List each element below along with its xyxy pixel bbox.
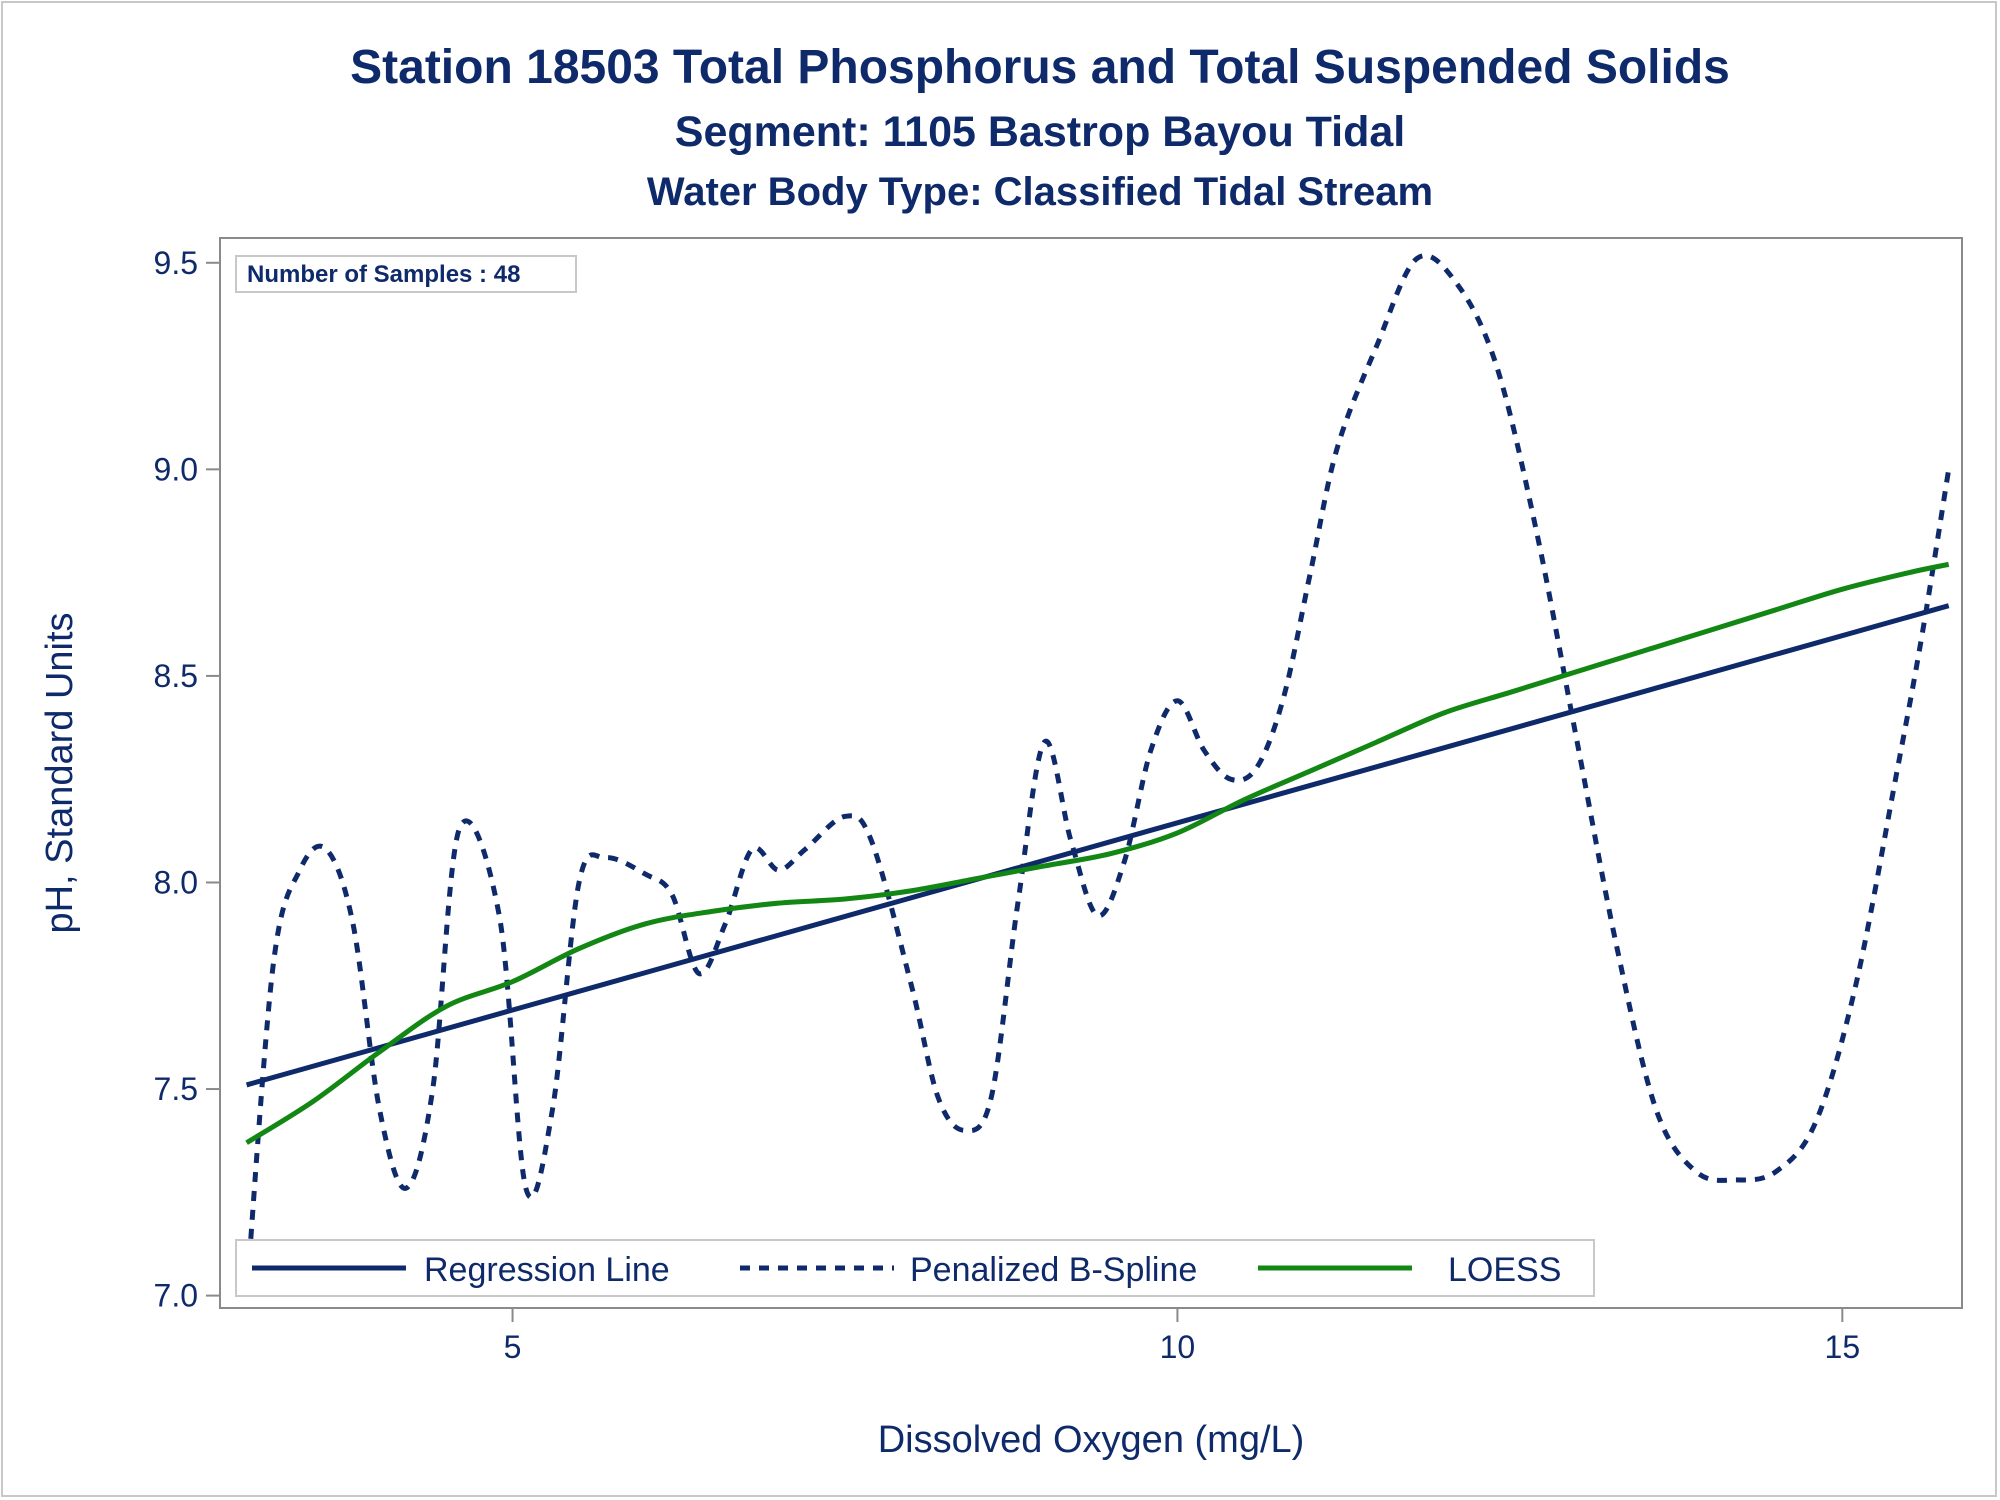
y-tick-label: 7.5 [154,1071,198,1107]
x-tick-label: 15 [1825,1329,1861,1365]
y-axis-title: pH, Standard Units [39,612,81,933]
y-tick-label: 8.5 [154,658,198,694]
plot-border [219,237,1963,1309]
y-tick-label: 9.0 [154,451,198,487]
axes: 5 10 15 7.0 7.5 8.0 8.5 9.0 9.5 Dissolved Oxygen … [39,245,1860,1461]
legend-label-penalized-b-spline: Penalized B-Spline [910,1251,1197,1289]
series-layer [244,253,1952,1296]
y-tick-label: 7.0 [154,1278,198,1314]
chart-title: Station 18503 Total Phosphorus and Total… [350,41,1730,94]
legend-label-loess: LOESS [1448,1251,1561,1289]
x-axis-title: Dissolved Oxygen (mg/L) [878,1419,1305,1461]
sample-count-text: Number of Samples : 48 [247,261,520,288]
y-tick-label: 8.0 [154,864,198,900]
x-tick-label: 5 [504,1329,522,1365]
y-tick-label: 9.5 [154,245,198,281]
legend-label-regression-line: Regression Line [424,1251,670,1289]
chart-subtitle-2: Water Body Type: Classified Tidal Stream [646,170,1434,214]
x-tick-label: 10 [1160,1329,1196,1365]
series-loess-line [245,561,1950,1145]
overlay-layer: Number of Samples : 48 Regression Line Pen… [235,255,1595,1297]
series-regression-line-line [245,603,1950,1088]
sample-count-box [235,255,577,293]
series-penalized-b-spline-line [244,253,1952,1296]
plot-area [219,237,1963,1309]
legend: Regression Line Penalized B-Spline LOESS [235,1239,1595,1297]
chart-subtitle: Segment: 1105 Bastrop Bayou Tidal [674,108,1406,156]
